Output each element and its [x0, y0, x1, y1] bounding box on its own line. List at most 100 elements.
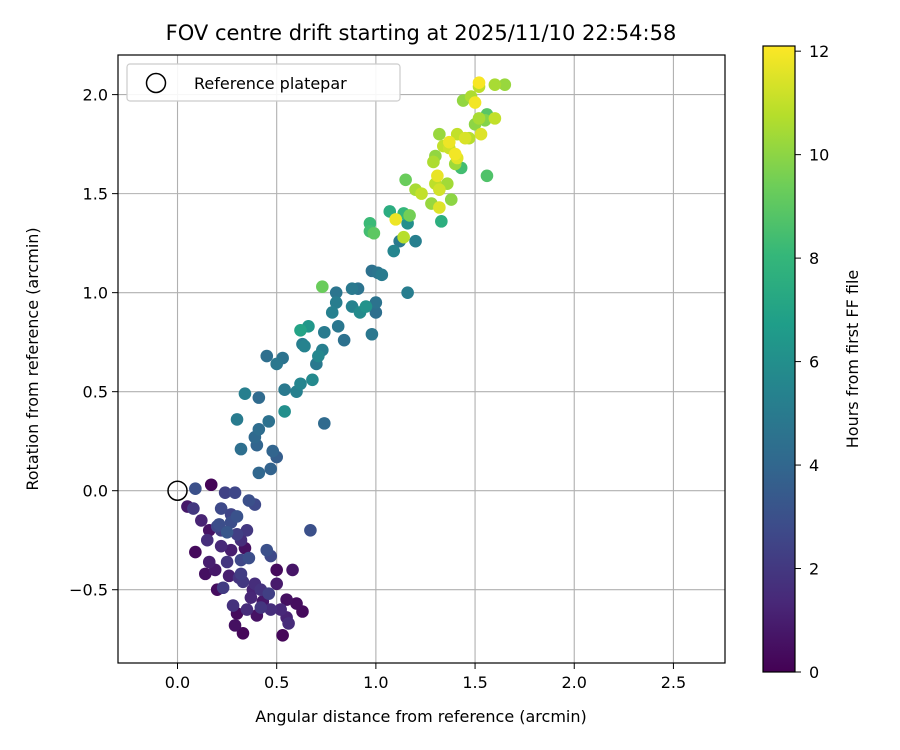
data-point — [427, 155, 440, 169]
data-point — [264, 462, 278, 476]
data-point — [238, 387, 252, 400]
data-point — [474, 127, 488, 141]
data-point — [200, 533, 214, 547]
data-point — [216, 581, 230, 595]
data-point — [214, 539, 228, 553]
x-tick-label: 0.0 — [165, 673, 190, 692]
data-point — [401, 286, 414, 299]
data-point — [262, 415, 276, 428]
x-tick-label: 1.0 — [363, 673, 388, 692]
data-point — [230, 510, 244, 523]
chart-title: FOV centre drift starting at 2025/11/10 … — [166, 21, 677, 45]
data-point — [226, 599, 240, 612]
colorbar-tick-label: 6 — [809, 353, 819, 372]
x-tick-label: 0.5 — [264, 673, 289, 692]
data-point — [498, 78, 512, 92]
data-point — [220, 555, 234, 569]
y-axis-label: Rotation from reference (arcmin) — [23, 227, 42, 490]
plot-frame — [117, 54, 726, 664]
data-point — [202, 555, 216, 569]
colorbar-tick-label: 4 — [809, 456, 819, 475]
data-point — [294, 323, 307, 337]
legend: Reference platepar — [126, 63, 401, 102]
data-point — [472, 112, 486, 125]
data-point — [389, 213, 403, 226]
data-point — [242, 494, 256, 507]
data-point — [442, 135, 456, 149]
data-point — [397, 230, 410, 244]
data-point — [189, 545, 202, 559]
data-point — [264, 603, 278, 616]
data-point — [254, 601, 268, 614]
data-point — [433, 127, 446, 141]
colorbar-tick-label: 10 — [809, 146, 829, 165]
data-point — [252, 391, 266, 404]
x-tick-label: 1.5 — [462, 673, 487, 692]
colorbar-ticks: 0 2 4 6 8 10 12 — [795, 42, 829, 682]
y-tick-label: 1.5 — [83, 185, 108, 204]
data-point — [270, 563, 283, 577]
data-point — [270, 577, 283, 591]
data-point — [222, 569, 236, 583]
data-point — [286, 563, 299, 577]
data-point — [234, 442, 248, 456]
data-point — [316, 280, 329, 294]
data-point — [409, 234, 422, 248]
data-point — [220, 525, 234, 539]
data-point — [270, 357, 283, 371]
legend-box — [126, 63, 401, 102]
legend-marker-icon — [145, 72, 167, 94]
data-point — [480, 169, 494, 183]
data-point — [280, 593, 293, 606]
data-point — [399, 173, 412, 187]
data-point — [306, 373, 319, 387]
data-point — [276, 628, 289, 642]
y-tick-label: 0.5 — [83, 383, 108, 402]
data-point — [298, 339, 311, 353]
data-point — [234, 567, 248, 581]
data-point — [444, 193, 458, 206]
colorbar-tick-label: 2 — [809, 560, 819, 579]
data-point — [318, 417, 331, 430]
data-point — [224, 543, 238, 557]
data-point — [369, 306, 383, 319]
data-point — [212, 518, 226, 531]
data-point — [468, 96, 482, 109]
data-point — [244, 591, 258, 604]
data-point — [488, 78, 502, 92]
data-point — [260, 349, 274, 363]
data-point — [240, 603, 254, 616]
data-point — [187, 502, 200, 515]
data-point — [387, 244, 401, 258]
data-point — [228, 486, 242, 499]
data-point — [252, 466, 266, 480]
colorbar-label: Hours from first FF file — [843, 270, 862, 449]
data-point — [365, 327, 379, 341]
data-point — [458, 131, 472, 145]
colorbar: 0 2 4 6 8 10 12 Hours from first FF file — [762, 42, 862, 682]
data-point — [331, 320, 345, 333]
data-point — [189, 482, 202, 496]
data-point — [260, 543, 274, 557]
data-point — [329, 286, 343, 299]
legend-label: Reference platepar — [194, 74, 347, 93]
colorbar-tick-label: 8 — [809, 249, 819, 268]
y-tick-label: 2.0 — [83, 86, 108, 105]
y-tick-label: −0.5 — [69, 581, 108, 600]
data-point — [242, 551, 256, 565]
data-point — [337, 333, 351, 347]
data-point — [448, 147, 462, 161]
data-point — [318, 325, 331, 339]
data-point — [435, 215, 448, 228]
data-point — [415, 187, 428, 200]
data-point — [403, 209, 416, 222]
data-point — [290, 597, 303, 610]
colorbar-tick-label: 12 — [809, 42, 829, 61]
y-tick-label: 0.0 — [83, 482, 108, 501]
x-tick-label: 2.5 — [661, 673, 686, 692]
data-point — [312, 349, 325, 363]
data-point — [375, 268, 389, 282]
x-axis-label: Angular distance from reference (arcmin) — [255, 707, 586, 726]
data-point — [472, 76, 486, 90]
